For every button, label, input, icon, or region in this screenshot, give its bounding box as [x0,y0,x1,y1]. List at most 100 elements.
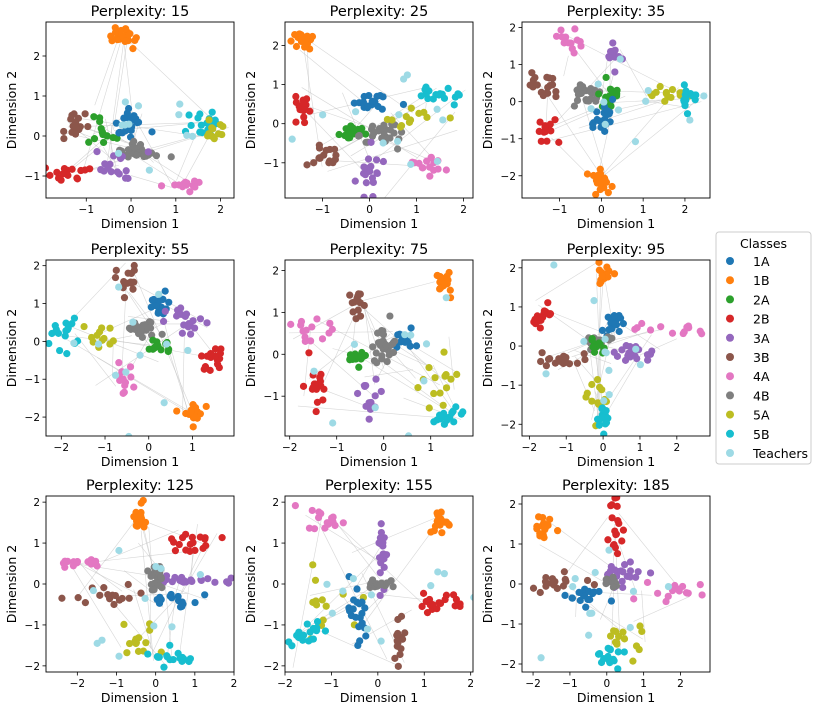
point-4B [380,121,388,129]
point-Teachers [122,368,130,376]
point-4A [419,164,427,172]
y-tick-label: 2 [33,261,40,273]
point-3A [366,167,374,175]
point-5B [436,411,444,419]
edge-line [363,302,376,385]
point-3B [396,650,404,659]
point-2B [305,349,313,357]
edge-line [297,405,450,419]
cluster-4B [602,573,621,591]
point-4A [91,560,100,568]
point-3A [144,148,152,156]
point-Teachers [115,546,123,555]
point-2A [90,113,98,121]
point-5A [100,334,108,343]
point-Teachers [145,166,153,174]
point-4A [302,326,310,334]
point-1B [546,515,554,523]
point-5A [204,132,212,140]
point-1A [127,126,135,134]
y-axis-label: Dimension 2 [243,545,258,623]
point-2B [309,384,317,392]
cluster-1A [350,91,408,113]
point-Teachers [272,569,279,576]
y-tick-label: 2 [509,499,516,511]
point-2B [604,536,612,544]
point-2B [607,502,615,510]
panel-7: Perplexity: 125 −2 −1 0 1 2 −2 −1 0 1 2 Dimension 1… [4,478,237,705]
point-3A [380,563,388,571]
point-3B [96,591,104,599]
edge-line [543,101,702,143]
edge-line [574,350,612,364]
point-3B [81,599,89,607]
legend-label: 5B [753,427,770,442]
point-Teachers [339,587,347,595]
cluster-4A [115,359,138,397]
point-5A [423,113,431,121]
y-tick-label: −1 [25,171,40,183]
point-1A [148,296,156,304]
cluster-3B [537,349,589,370]
edge-line [582,98,606,175]
point-4A [638,319,646,328]
point-4B [378,355,386,363]
edge-line [113,39,128,130]
point-3B [561,575,569,584]
legend-marker-3A [726,333,734,342]
point-Teachers [121,98,129,106]
point-Teachers [288,135,296,143]
point-2B [429,601,437,609]
point-3B [394,629,402,638]
point-Teachers [580,337,588,346]
point-4A [633,324,641,332]
y-tick-label: 0 [33,579,40,591]
legend-label: 3A [753,331,770,346]
point-1B [130,513,138,521]
point-1A [611,320,619,328]
x-axis-label: Dimension 1 [577,690,655,705]
point-4A [654,589,662,597]
point-3B [542,362,550,370]
point-3A [191,324,199,332]
point-Teachers [550,261,558,269]
y-tick-label: 2 [272,497,279,509]
point-4B [147,318,155,327]
point-2A [613,86,621,94]
x-tick-label: 1 [191,678,198,690]
edge-line [390,112,434,159]
point-5B [185,657,193,666]
point-1A [568,594,576,602]
point-4B [576,83,584,91]
point-2B [544,299,552,307]
panel-4: Perplexity: 55 −2 −1 0 1 −2 −1 0 1 2 Dimension 1 Di… [4,242,235,469]
point-3A [372,156,381,164]
cluster-1B [583,165,616,198]
point-1A [174,592,182,601]
edge-line [128,291,163,337]
point-5B [187,121,195,130]
point-1B [173,407,181,415]
point-4A [674,585,682,593]
legend-label: 4B [753,388,770,403]
point-Teachers [629,587,638,595]
point-Teachers [373,437,380,444]
edge-line [85,563,123,592]
point-3A [351,177,359,185]
cluster-Teachers [587,55,708,146]
point-5A [446,114,454,122]
x-axis-label: Dimension 1 [101,454,179,469]
point-2B [536,118,544,126]
point-5A [636,622,644,630]
point-3A [375,554,384,562]
point-3A [159,317,168,326]
point-5A [632,642,641,650]
point-1B [444,520,453,528]
panel-title: Perplexity: 75 [330,242,429,258]
point-4A [307,337,315,345]
point-3B [391,654,399,662]
point-5A [205,116,213,124]
point-1A [561,591,569,599]
edge-line [633,596,690,622]
cluster-4A [59,556,101,571]
